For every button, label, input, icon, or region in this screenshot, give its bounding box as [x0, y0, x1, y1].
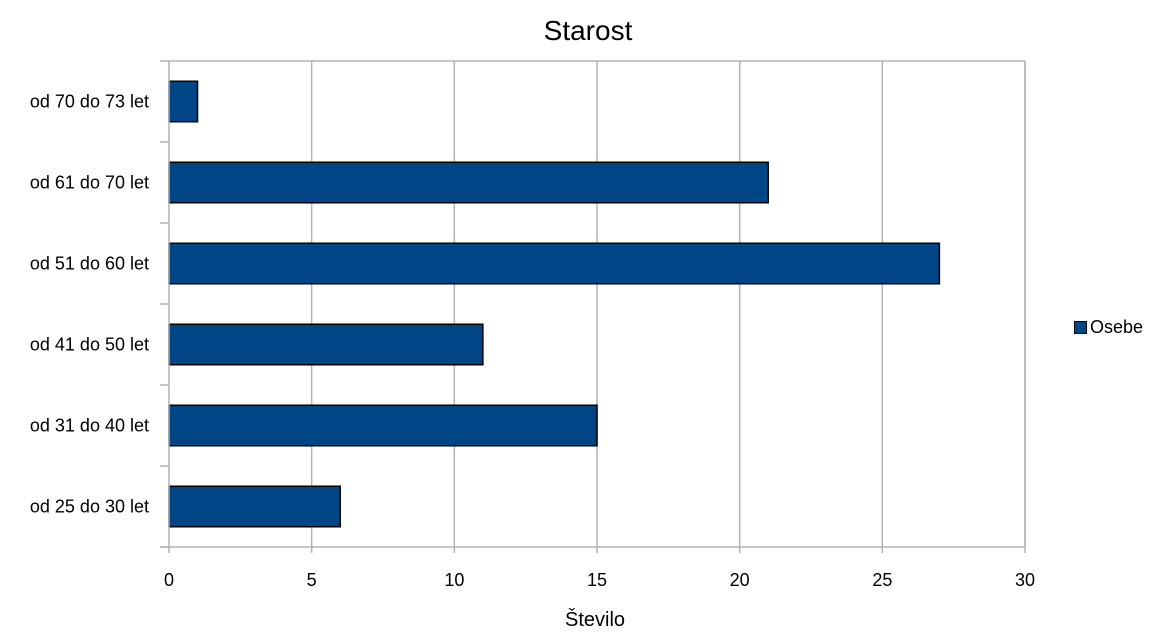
x-tick-label: 0	[164, 570, 174, 590]
y-tick-label: od 31 do 40 let	[30, 416, 149, 436]
chart-title: Starost	[544, 15, 633, 46]
x-tick-label: 15	[587, 570, 607, 590]
y-tick-label: od 70 do 73 let	[30, 92, 149, 112]
x-tick-label: 20	[730, 570, 750, 590]
gridlines	[310, 61, 1026, 547]
legend-label: Osebe	[1090, 317, 1144, 337]
x-tick-labels: 0 5 10 15 20 25 30	[164, 570, 1035, 590]
x-tick-label: 5	[307, 570, 317, 590]
y-tick-label: od 25 do 30 let	[30, 497, 149, 517]
bar	[168, 80, 199, 123]
legend-swatch	[1074, 321, 1087, 334]
x-tick-label: 10	[444, 570, 464, 590]
y-tick-labels: od 70 do 73 let od 61 do 70 let od 51 do 6…	[30, 92, 149, 517]
x-tick-label: 30	[1015, 570, 1035, 590]
y-tick-label: od 51 do 60 let	[30, 254, 149, 274]
bar	[168, 242, 941, 285]
x-tick-label: 25	[872, 570, 892, 590]
bar	[168, 404, 598, 447]
y-tick-label: od 41 do 50 let	[30, 335, 149, 355]
y-tick-label: od 61 do 70 let	[30, 173, 149, 193]
bar	[168, 323, 484, 366]
axes	[160, 60, 1026, 553]
bars	[168, 80, 941, 528]
legend: Osebe	[1074, 317, 1143, 338]
x-axis-label: Število	[565, 608, 625, 631]
bar	[168, 161, 769, 204]
bar	[168, 485, 341, 528]
